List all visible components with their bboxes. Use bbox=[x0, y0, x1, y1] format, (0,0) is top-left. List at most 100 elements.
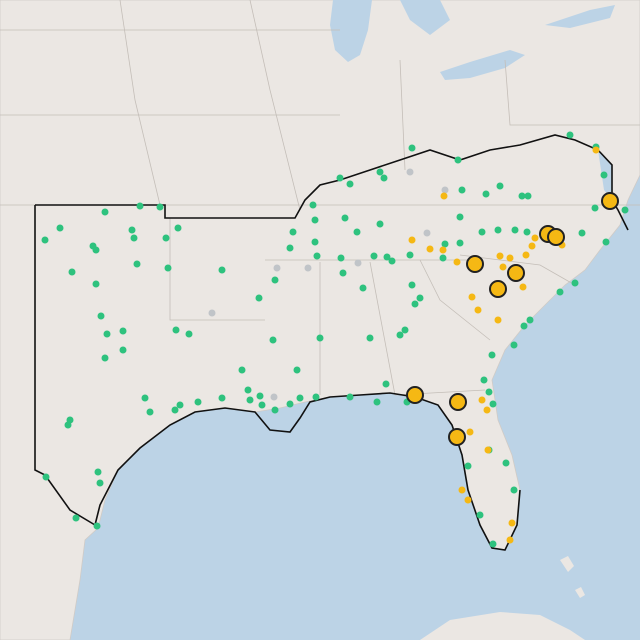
point-green bbox=[128, 226, 136, 234]
point-grey bbox=[354, 259, 362, 267]
points bbox=[41, 131, 629, 548]
point-yellow bbox=[478, 396, 486, 404]
point-green bbox=[489, 400, 497, 408]
point-green bbox=[146, 408, 154, 416]
point-green bbox=[92, 280, 100, 288]
lake-ontario bbox=[545, 5, 615, 28]
point-green bbox=[441, 240, 449, 248]
point-large bbox=[448, 428, 466, 446]
point-yellow bbox=[408, 236, 416, 244]
point-green bbox=[406, 251, 414, 259]
point-yellow bbox=[440, 192, 448, 200]
point-yellow bbox=[592, 146, 600, 154]
point-green bbox=[119, 327, 127, 335]
point-green bbox=[382, 380, 390, 388]
point-green bbox=[271, 276, 279, 284]
point-yellow bbox=[508, 519, 516, 527]
point-green bbox=[92, 246, 100, 254]
point-yellow bbox=[522, 251, 530, 259]
point-green bbox=[271, 406, 279, 414]
point-green bbox=[96, 479, 104, 487]
point-green bbox=[416, 294, 424, 302]
point-green bbox=[56, 224, 64, 232]
point-green bbox=[376, 220, 384, 228]
point-green bbox=[502, 459, 510, 467]
point-yellow bbox=[528, 242, 536, 250]
point-yellow bbox=[464, 496, 472, 504]
point-green bbox=[164, 264, 172, 272]
point-green bbox=[68, 268, 76, 276]
point-green bbox=[101, 354, 109, 362]
point-yellow bbox=[483, 406, 491, 414]
point-grey bbox=[441, 186, 449, 194]
point-green bbox=[526, 316, 534, 324]
point-green bbox=[346, 393, 354, 401]
point-yellow bbox=[494, 316, 502, 324]
point-green bbox=[478, 228, 486, 236]
state-borders bbox=[0, 0, 640, 396]
point-green bbox=[66, 416, 74, 424]
lake-erie bbox=[440, 50, 525, 80]
point-green bbox=[119, 346, 127, 354]
point-green bbox=[600, 171, 608, 179]
land-cuba bbox=[420, 612, 585, 640]
point-green bbox=[289, 228, 297, 236]
point-green bbox=[101, 208, 109, 216]
point-green bbox=[518, 192, 526, 200]
point-green bbox=[556, 288, 564, 296]
point-large bbox=[406, 386, 424, 404]
point-green bbox=[141, 394, 149, 402]
point-green bbox=[133, 260, 141, 268]
point-green bbox=[309, 201, 317, 209]
point-green bbox=[103, 330, 111, 338]
point-yellow bbox=[426, 245, 434, 253]
point-green bbox=[339, 269, 347, 277]
point-green bbox=[359, 284, 367, 292]
point-green bbox=[621, 206, 629, 214]
point-green bbox=[376, 168, 384, 176]
point-green bbox=[523, 228, 531, 236]
point-large bbox=[547, 228, 565, 246]
point-green bbox=[373, 398, 381, 406]
point-green bbox=[42, 473, 50, 481]
point-green bbox=[255, 294, 263, 302]
point-green bbox=[238, 366, 246, 374]
point-green bbox=[456, 213, 464, 221]
point-large bbox=[466, 255, 484, 273]
point-green bbox=[571, 279, 579, 287]
point-yellow bbox=[519, 283, 527, 291]
point-green bbox=[174, 224, 182, 232]
lake-huron bbox=[400, 0, 450, 35]
point-green bbox=[41, 236, 49, 244]
point-green bbox=[185, 330, 193, 338]
point-green bbox=[566, 131, 574, 139]
point-green bbox=[366, 334, 374, 342]
point-green bbox=[411, 300, 419, 308]
point-grey bbox=[273, 264, 281, 272]
point-green bbox=[336, 174, 344, 182]
point-green bbox=[293, 366, 301, 374]
point-green bbox=[312, 393, 320, 401]
point-green bbox=[194, 398, 202, 406]
point-green bbox=[286, 244, 294, 252]
point-large bbox=[507, 264, 525, 282]
point-green bbox=[494, 226, 502, 234]
point-green bbox=[511, 226, 519, 234]
point-green bbox=[401, 326, 409, 334]
point-green bbox=[94, 468, 102, 476]
point-green bbox=[218, 394, 226, 402]
point-green bbox=[286, 400, 294, 408]
point-green bbox=[488, 351, 496, 359]
point-green bbox=[464, 462, 472, 470]
point-green bbox=[480, 376, 488, 384]
point-green bbox=[482, 190, 490, 198]
point-green bbox=[408, 144, 416, 152]
point-green bbox=[172, 326, 180, 334]
point-green bbox=[602, 238, 610, 246]
point-green bbox=[162, 234, 170, 242]
point-green bbox=[97, 312, 105, 320]
point-green bbox=[489, 540, 497, 548]
point-yellow bbox=[474, 306, 482, 314]
